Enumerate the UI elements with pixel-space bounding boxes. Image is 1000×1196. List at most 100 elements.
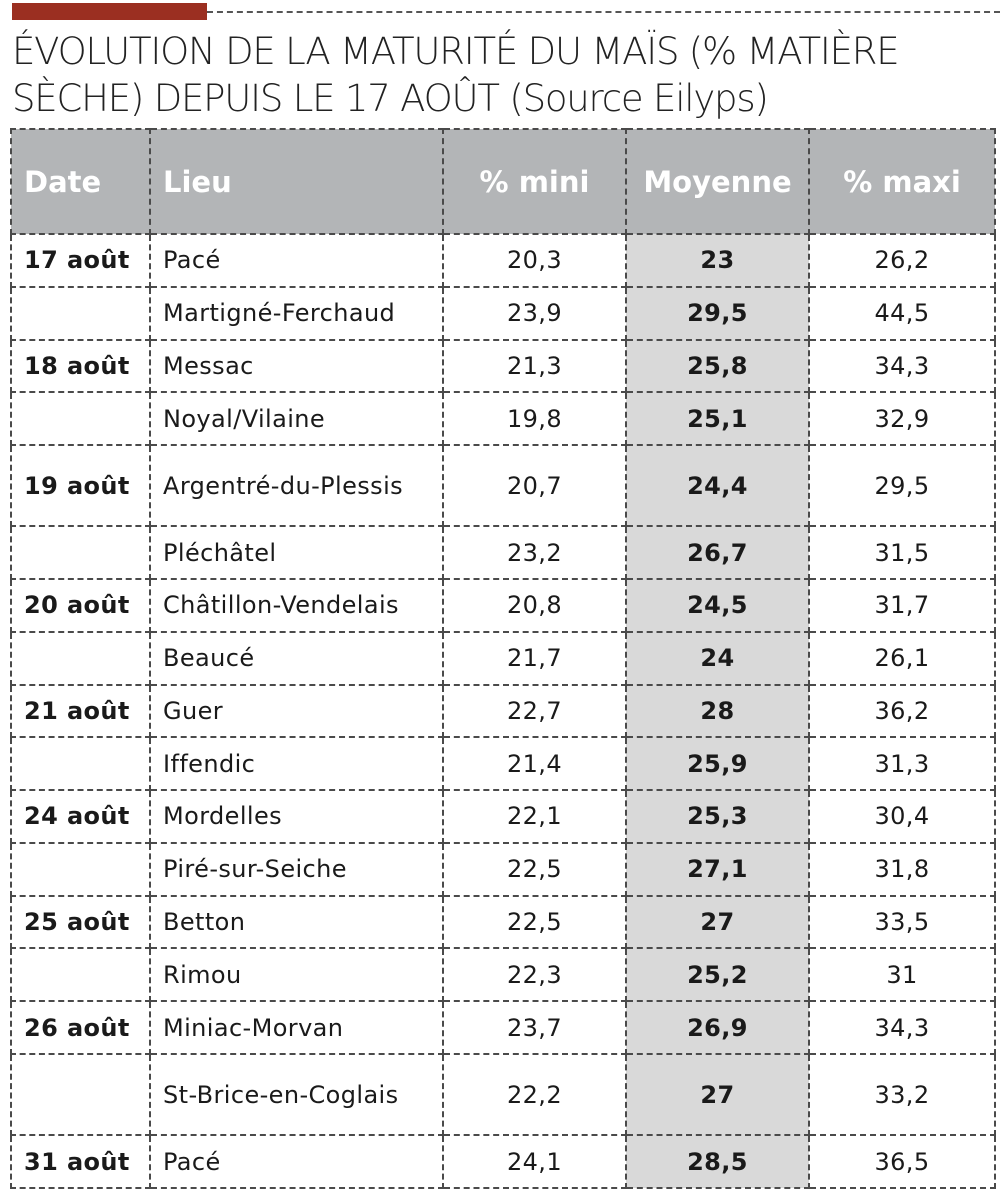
top-rule <box>207 11 1000 13</box>
cell-moyenne: 24,4 <box>625 444 810 528</box>
cell-maxi: 31 <box>808 947 996 1003</box>
cell-mini: 20,8 <box>442 578 627 633</box>
cell-lieu: Martigné-Ferchaud <box>149 285 444 341</box>
cell-mini: 22,7 <box>442 683 627 739</box>
cell-lieu: Pacé <box>149 233 444 288</box>
cell-maxi: 36,2 <box>808 683 996 739</box>
cell-date: 21 août <box>10 683 151 739</box>
table-row: 20 août Châtillon-Vendelais 20,8 24,5 31,7 <box>10 578 996 633</box>
cell-lieu: Beaucé <box>149 630 444 686</box>
cell-maxi: 36,5 <box>808 1134 996 1189</box>
page-title: ÉVOLUTION DE LA MATURITÉ DU MAÏS (% MATI… <box>12 30 900 120</box>
cell-date <box>10 841 151 897</box>
cell-moyenne: 23 <box>625 233 810 288</box>
header-moyenne: Moyenne <box>625 128 810 235</box>
maturity-table: Date Lieu % mini Moyenne % maxi 17 août P… <box>10 128 996 1189</box>
cell-date: 25 août <box>10 894 151 950</box>
header-mini: % mini <box>442 128 627 235</box>
cell-maxi: 34,3 <box>808 1000 996 1055</box>
table-row: Pléchâtel 23,2 26,7 31,5 <box>10 525 996 581</box>
cell-moyenne: 27 <box>625 1052 810 1137</box>
table-row: 18 août Messac 21,3 25,8 34,3 <box>10 338 996 394</box>
cell-date: 26 août <box>10 1000 151 1055</box>
cell-moyenne: 27 <box>625 894 810 950</box>
cell-lieu: Rimou <box>149 947 444 1003</box>
cell-lieu: Miniac-Morvan <box>149 1000 444 1055</box>
table-row: 31 août Pacé 24,1 28,5 36,5 <box>10 1134 996 1189</box>
cell-moyenne: 28,5 <box>625 1134 810 1189</box>
cell-lieu: Iffendic <box>149 736 444 792</box>
cell-date: 18 août <box>10 338 151 394</box>
cell-lieu: Pléchâtel <box>149 525 444 581</box>
cell-moyenne: 26,7 <box>625 525 810 581</box>
cell-moyenne: 24,5 <box>625 578 810 633</box>
cell-maxi: 26,2 <box>808 233 996 288</box>
cell-mini: 20,7 <box>442 444 627 528</box>
cell-lieu: Betton <box>149 894 444 950</box>
cell-lieu: Piré-sur-Seiche <box>149 841 444 897</box>
cell-lieu: Mordelles <box>149 789 444 844</box>
table-row: 24 août Mordelles 22,1 25,3 30,4 <box>10 789 996 844</box>
cell-maxi: 31,5 <box>808 525 996 581</box>
cell-mini: 20,3 <box>442 233 627 288</box>
table-row: Piré-sur-Seiche 22,5 27,1 31,8 <box>10 841 996 897</box>
cell-mini: 23,7 <box>442 1000 627 1055</box>
cell-date <box>10 525 151 581</box>
cell-maxi: 32,9 <box>808 391 996 447</box>
table-row: Martigné-Ferchaud 23,9 29,5 44,5 <box>10 285 996 341</box>
cell-lieu: Messac <box>149 338 444 394</box>
table-row: Iffendic 21,4 25,9 31,3 <box>10 736 996 792</box>
cell-date <box>10 285 151 341</box>
cell-maxi: 33,2 <box>808 1052 996 1137</box>
cell-mini: 24,1 <box>442 1134 627 1189</box>
table-row: 25 août Betton 22,5 27 33,5 <box>10 894 996 950</box>
cell-mini: 22,5 <box>442 894 627 950</box>
cell-date: 19 août <box>10 444 151 528</box>
cell-lieu: Pacé <box>149 1134 444 1189</box>
table-row: 26 août Miniac-Morvan 23,7 26,9 34,3 <box>10 1000 996 1055</box>
cell-maxi: 30,4 <box>808 789 996 844</box>
table-row: St-Brice-en-Coglais 22,2 27 33,2 <box>10 1052 996 1137</box>
cell-date: 20 août <box>10 578 151 633</box>
cell-date <box>10 391 151 447</box>
cell-date <box>10 1052 151 1137</box>
cell-mini: 21,3 <box>442 338 627 394</box>
cell-moyenne: 26,9 <box>625 1000 810 1055</box>
cell-lieu: Guer <box>149 683 444 739</box>
cell-maxi: 31,7 <box>808 578 996 633</box>
table-header-row: Date Lieu % mini Moyenne % maxi <box>10 128 996 235</box>
accent-bar <box>12 3 207 20</box>
cell-lieu: St-Brice-en-Coglais <box>149 1052 444 1137</box>
cell-lieu: Noyal/Vilaine <box>149 391 444 447</box>
cell-date: 17 août <box>10 233 151 288</box>
cell-moyenne: 25,3 <box>625 789 810 844</box>
header-lieu: Lieu <box>149 128 444 235</box>
cell-moyenne: 24 <box>625 630 810 686</box>
cell-date <box>10 736 151 792</box>
table-row: 19 août Argentré-du-Plessis 20,7 24,4 29,5 <box>10 444 996 528</box>
table-row: 17 août Pacé 20,3 23 26,2 <box>10 233 996 288</box>
cell-mini: 22,5 <box>442 841 627 897</box>
cell-moyenne: 25,2 <box>625 947 810 1003</box>
header-maxi: % maxi <box>808 128 996 235</box>
cell-maxi: 33,5 <box>808 894 996 950</box>
cell-mini: 23,9 <box>442 285 627 341</box>
cell-maxi: 44,5 <box>808 285 996 341</box>
cell-maxi: 34,3 <box>808 338 996 394</box>
cell-maxi: 29,5 <box>808 444 996 528</box>
cell-date: 31 août <box>10 1134 151 1189</box>
header-date: Date <box>10 128 151 235</box>
cell-mini: 23,2 <box>442 525 627 581</box>
cell-mini: 22,2 <box>442 1052 627 1137</box>
cell-date <box>10 947 151 1003</box>
cell-date: 24 août <box>10 789 151 844</box>
cell-maxi: 31,8 <box>808 841 996 897</box>
cell-mini: 21,4 <box>442 736 627 792</box>
table-row: Rimou 22,3 25,2 31 <box>10 947 996 1003</box>
cell-lieu: Argentré-du-Plessis <box>149 444 444 528</box>
cell-maxi: 31,3 <box>808 736 996 792</box>
cell-mini: 19,8 <box>442 391 627 447</box>
cell-moyenne: 25,1 <box>625 391 810 447</box>
cell-moyenne: 28 <box>625 683 810 739</box>
cell-moyenne: 25,8 <box>625 338 810 394</box>
